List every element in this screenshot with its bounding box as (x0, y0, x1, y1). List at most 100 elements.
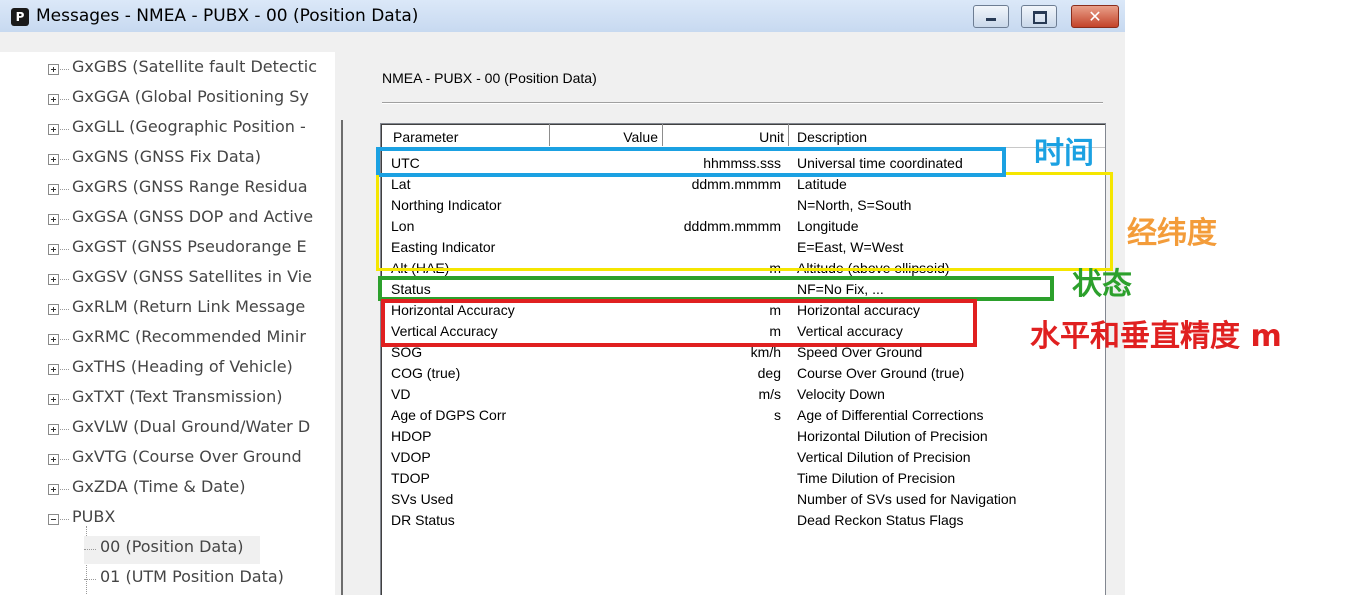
cell-unit: km/h (750, 344, 781, 360)
cell-description: Dead Reckon Status Flags (797, 512, 964, 528)
cell-description: Age of Differential Corrections (797, 407, 984, 423)
tree-connector (60, 99, 69, 100)
cell-parameter: VDOP (391, 449, 431, 465)
cell-unit: m/s (758, 386, 781, 402)
tree-item-label: GxZDA (Time & Date) (72, 477, 246, 496)
column-header-parameter[interactable]: Parameter (381, 124, 550, 146)
panel-title: NMEA - PUBX - 00 (Position Data) (382, 70, 597, 86)
cell-description: Latitude (797, 176, 847, 192)
table-row[interactable]: SVs Used Number of SVs used for Navigatio… (381, 489, 1105, 510)
table-row[interactable]: VD m/s Velocity Down (381, 384, 1105, 405)
tree-connector (60, 489, 69, 490)
expand-plus-icon[interactable] (48, 424, 59, 435)
column-header-value[interactable]: Value (550, 124, 663, 146)
window-title: Messages - NMEA - PUBX - 00 (Position Da… (36, 6, 419, 26)
expand-plus-icon[interactable] (48, 364, 59, 375)
table-row[interactable]: Horizontal Accuracy m Horizontal accuracy (381, 300, 1105, 321)
title-bar: P Messages - NMEA - PUBX - 00 (Position … (0, 0, 1125, 32)
pane-splitter[interactable] (335, 52, 361, 595)
cell-description: Number of SVs used for Navigation (797, 491, 1017, 507)
tree-connector (60, 459, 69, 460)
table-row[interactable]: DR Status Dead Reckon Status Flags (381, 510, 1105, 531)
tree-item-label: GxVLW (Dual Ground/Water D (72, 417, 311, 436)
tree-child-item[interactable]: 00 (Position Data) (84, 536, 260, 564)
annotation-box-latlon (376, 175, 1113, 271)
table-row[interactable]: HDOP Horizontal Dilution of Precision (381, 426, 1105, 447)
tree-connector (60, 429, 69, 430)
expand-plus-icon[interactable] (48, 94, 59, 105)
tree-scrollbar[interactable] (341, 120, 343, 595)
maximize-icon (1033, 11, 1047, 24)
tree-item-label: GxTHS (Heading of Vehicle) (72, 357, 293, 376)
table-row[interactable]: SOG km/h Speed Over Ground (381, 342, 1105, 363)
parameter-table: Parameter Value Unit Description UTC hhmm… (380, 123, 1106, 595)
cell-parameter: SVs Used (391, 491, 454, 507)
expand-plus-icon[interactable] (48, 124, 59, 135)
table-row[interactable]: COG (true) deg Course Over Ground (true) (381, 363, 1105, 384)
expand-plus-icon[interactable] (48, 304, 59, 315)
cell-description: NF=No Fix, ... (797, 281, 884, 297)
expand-plus-icon[interactable] (48, 244, 59, 255)
tree-connector (60, 279, 69, 280)
table-row[interactable]: Lon dddmm.mmmm Longitude (381, 216, 1105, 237)
table-row[interactable]: Age of DGPS Corr s Age of Differential Cor… (381, 405, 1105, 426)
column-header-unit[interactable]: Unit (663, 124, 789, 146)
tree-connector (60, 129, 69, 130)
annotation-label-time: 时间 (1034, 136, 1094, 171)
expand-plus-icon[interactable] (48, 274, 59, 285)
cell-parameter: Horizontal Accuracy (391, 302, 515, 318)
cell-parameter: COG (true) (391, 365, 461, 381)
cell-parameter: TDOP (391, 470, 430, 486)
cell-description: Vertical Dilution of Precision (797, 449, 971, 465)
tree-child-label: 01 (UTM Position Data) (100, 567, 284, 586)
column-header-description[interactable]: Description (797, 129, 868, 145)
table-row[interactable]: Northing Indicator N=North, S=South (381, 195, 1105, 216)
tree-connector (84, 579, 96, 580)
expand-plus-icon[interactable] (48, 64, 59, 75)
table-row[interactable]: Vertical Accuracy m Vertical accuracy (381, 321, 1105, 342)
minimize-icon (986, 18, 996, 21)
tree-item-label: GxGNS (GNSS Fix Data) (72, 147, 261, 166)
collapse-minus-icon[interactable] (48, 514, 59, 525)
cell-parameter: Lat (391, 176, 411, 192)
table-row[interactable]: TDOP Time Dilution of Precision (381, 468, 1105, 489)
expand-plus-icon[interactable] (48, 184, 59, 195)
tree-connector (60, 249, 69, 250)
table-row[interactable]: UTC hhmmss.sss Universal time coordinated (381, 153, 1105, 174)
cell-unit: m (769, 302, 781, 318)
tree-item-label: GxGSV (GNSS Satellites in Vie (72, 267, 312, 286)
expand-plus-icon[interactable] (48, 394, 59, 405)
tree-child-item[interactable]: 01 (UTM Position Data) (84, 566, 314, 594)
annotation-label-accuracy: 水平和垂直精度 m (1030, 319, 1282, 354)
expand-plus-icon[interactable] (48, 484, 59, 495)
annotation-label-status: 状态 (1072, 267, 1132, 302)
cell-description: Horizontal Dilution of Precision (797, 428, 988, 444)
tree-connector (60, 189, 69, 190)
tree-child-label: 00 (Position Data) (100, 537, 244, 556)
expand-plus-icon[interactable] (48, 334, 59, 345)
close-button[interactable]: ✕ (1071, 5, 1119, 28)
table-row[interactable]: Status NF=No Fix, ... (381, 279, 1105, 300)
cell-parameter: DR Status (391, 512, 455, 528)
cell-parameter: Status (391, 281, 431, 297)
tree-connector (60, 309, 69, 310)
cell-unit: deg (757, 365, 781, 381)
table-row[interactable]: Lat ddmm.mmmm Latitude (381, 174, 1105, 195)
tree-item-label: GxGLL (Geographic Position - (72, 117, 306, 136)
expand-plus-icon[interactable] (48, 214, 59, 225)
tree-connector (60, 219, 69, 220)
minimize-button[interactable] (973, 5, 1009, 28)
tree-connector (84, 549, 96, 550)
cell-unit: s (774, 407, 781, 423)
maximize-button[interactable] (1021, 5, 1057, 28)
tree-item-label: GxGRS (GNSS Range Residua (72, 177, 308, 196)
cell-description: Velocity Down (797, 386, 885, 402)
table-row[interactable]: VDOP Vertical Dilution of Precision (381, 447, 1105, 468)
table-row[interactable]: Easting Indicator E=East, W=West (381, 237, 1105, 258)
tree-group-label: PUBX (72, 507, 116, 526)
tree-item-label: GxGGA (Global Positioning Sy (72, 87, 309, 106)
cell-unit: m (769, 323, 781, 339)
expand-plus-icon[interactable] (48, 454, 59, 465)
expand-plus-icon[interactable] (48, 154, 59, 165)
cell-description: Time Dilution of Precision (797, 470, 956, 486)
